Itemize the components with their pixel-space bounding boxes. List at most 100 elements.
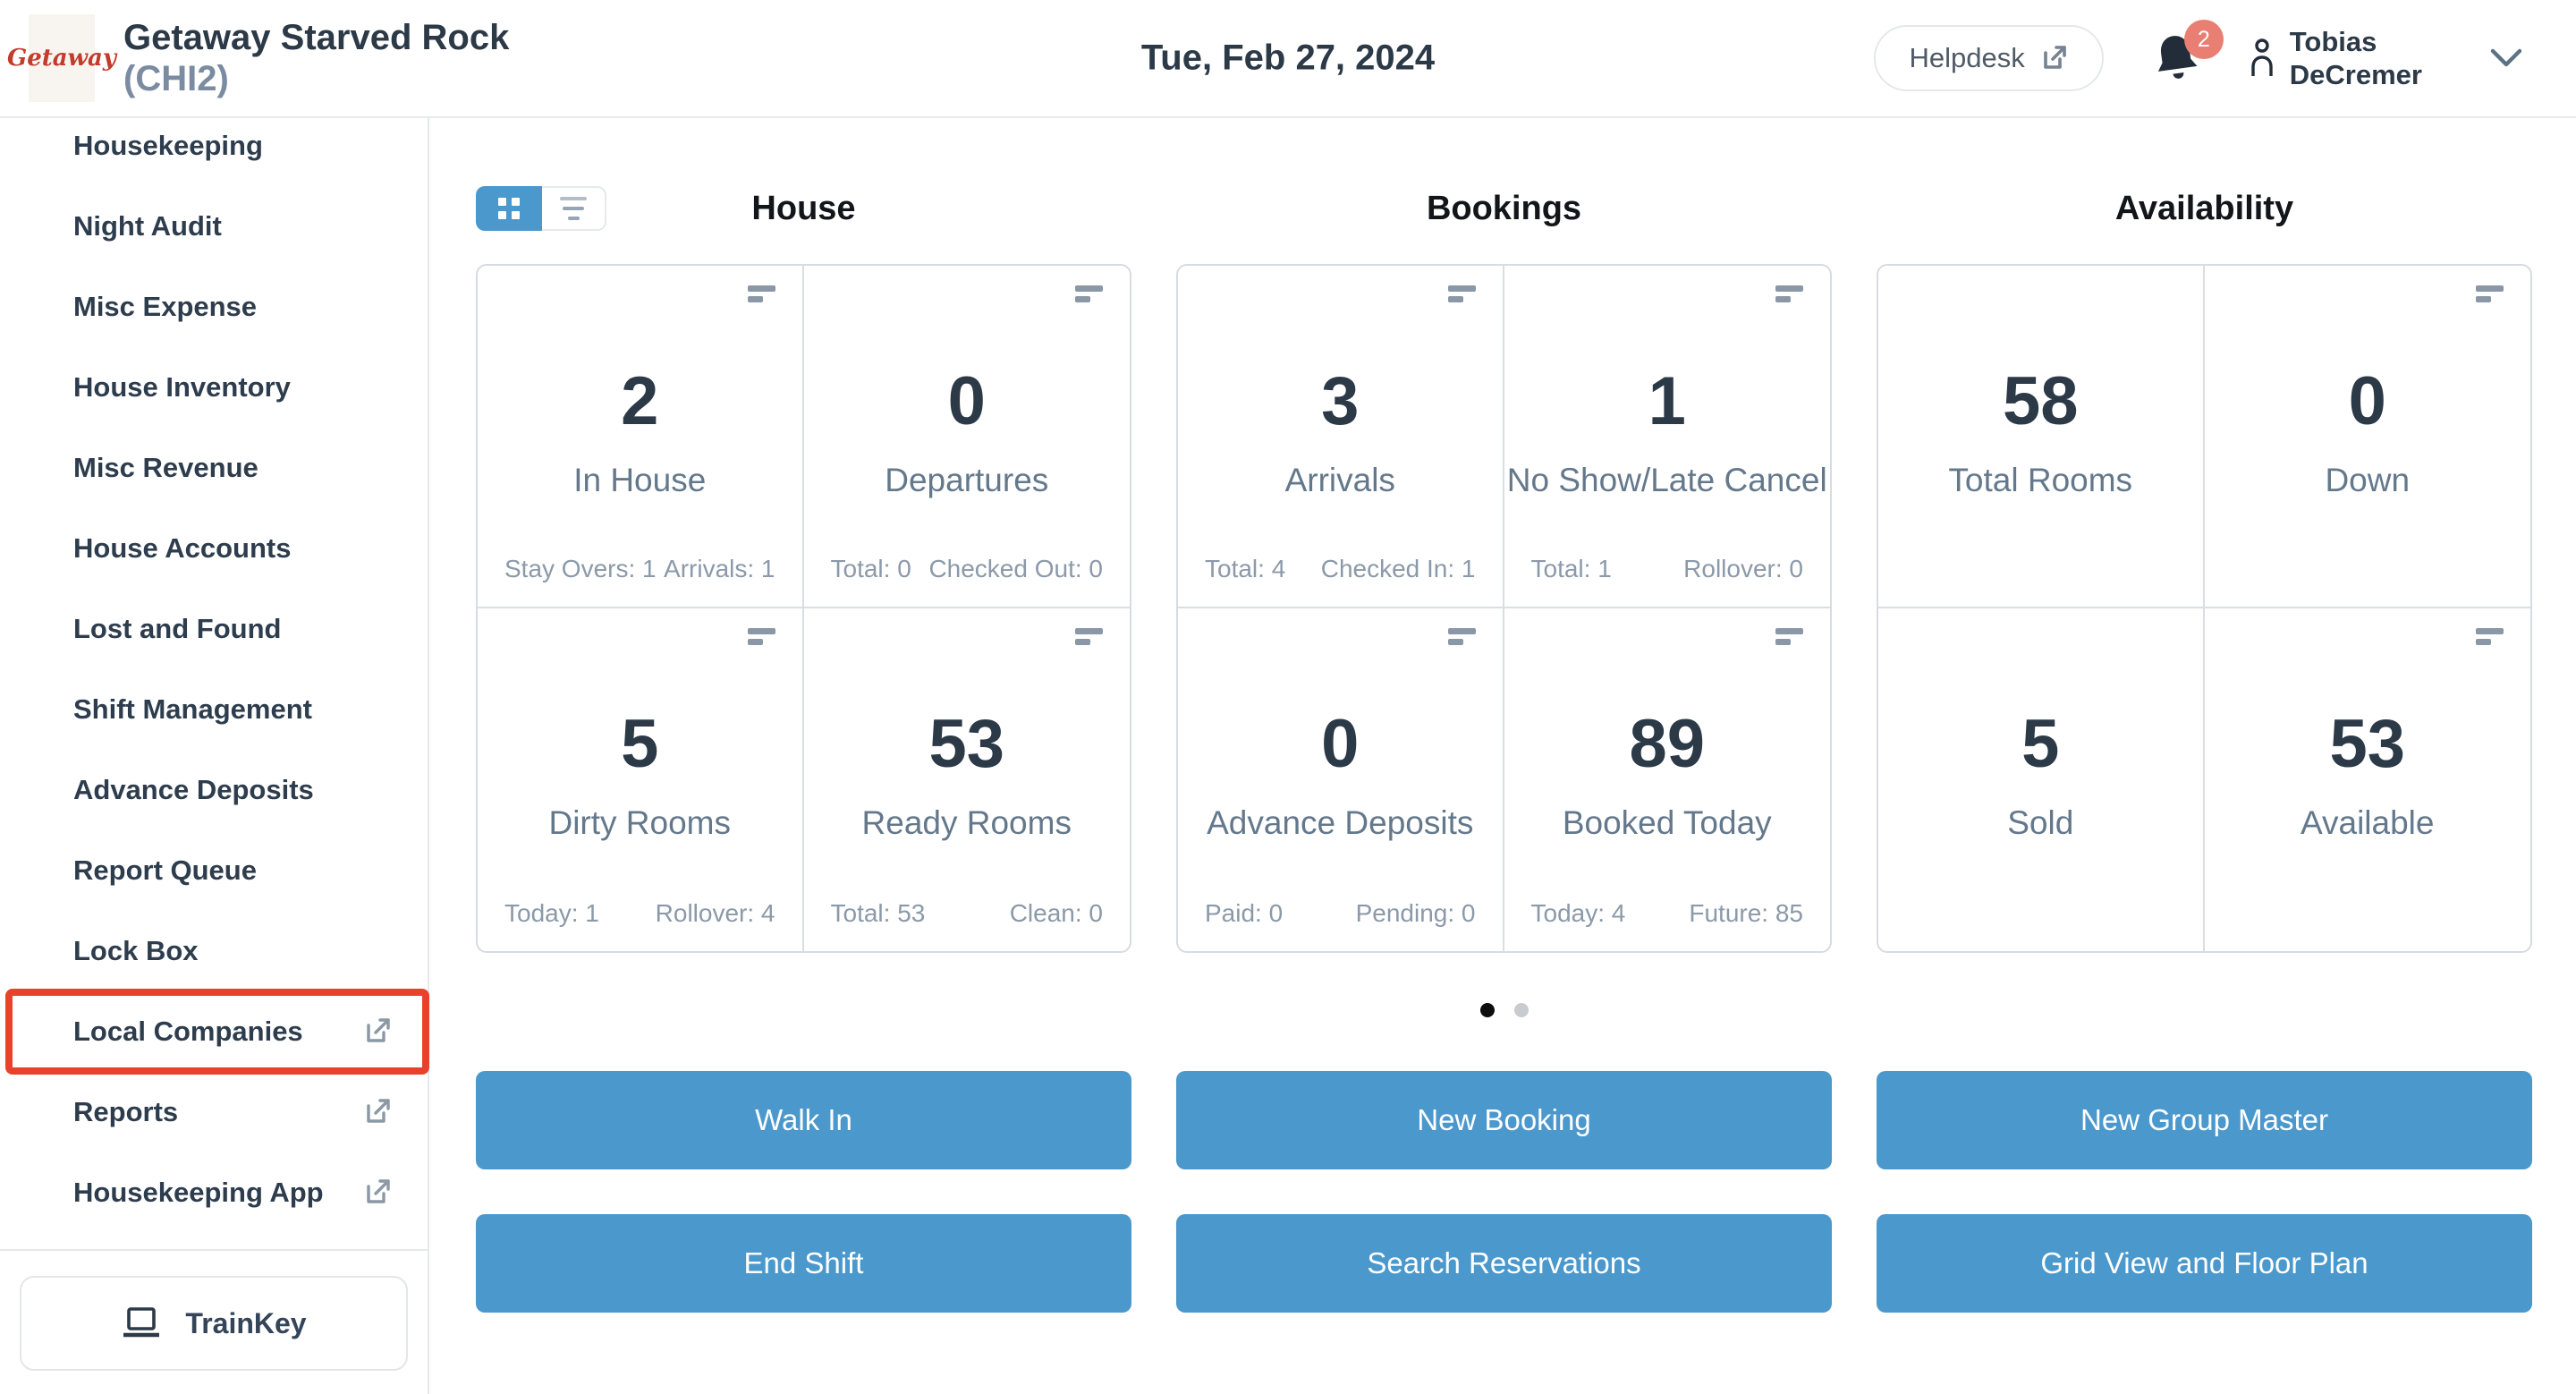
stat-details: Total: 53 Clean: 0 <box>831 899 1104 928</box>
sidebar-item-report-queue[interactable]: Report Queue <box>0 830 428 911</box>
sidebar-item-label: Night Audit <box>73 210 222 242</box>
section-title-house: House <box>751 190 856 227</box>
stat-value: 89 <box>1629 706 1706 782</box>
sidebar-item-house-inventory[interactable]: House Inventory <box>0 347 428 428</box>
stat-card-dirty-rooms: 5 Dirty Rooms Today: 1 Rollover: 4 <box>478 608 804 951</box>
user-last-name: DeCremer <box>2289 59 2422 90</box>
sidebar-item-night-audit[interactable]: Night Audit <box>0 186 428 267</box>
filter-icon[interactable] <box>747 628 775 645</box>
top-header: Getaway Getaway Starved Rock (CHI2) Tue,… <box>0 0 2576 118</box>
stat-card-arrivals: 3 Arrivals Total: 4 Checked In: 1 <box>1178 266 1504 608</box>
notifications-bell[interactable]: 2 <box>2152 20 2224 84</box>
stat-groups: 2 In House Stay Overs: 1 Arrivals: 1 0 D… <box>476 264 2532 953</box>
stat-value: 0 <box>1321 706 1360 782</box>
stat-details: Today: 1 Rollover: 4 <box>504 899 775 928</box>
stat-card-total-rooms: 58 Total Rooms <box>1878 266 2205 608</box>
filter-icon[interactable] <box>1075 285 1103 302</box>
sidebar-item-label: Reports <box>73 1096 179 1127</box>
sidebar-item-label: Misc Revenue <box>73 452 258 483</box>
view-toggle <box>476 186 606 231</box>
external-link-icon <box>363 1017 392 1046</box>
stat-label: Ready Rooms <box>861 804 1072 841</box>
trainkey-button[interactable]: TrainKey <box>20 1276 408 1371</box>
stat-left: Paid: 0 <box>1205 899 1284 927</box>
filter-icon[interactable] <box>1447 285 1476 302</box>
sidebar-item-label: Housekeeping App <box>73 1177 324 1208</box>
filter-icon[interactable] <box>1775 628 1803 645</box>
filter-icon[interactable] <box>1775 285 1803 302</box>
stat-label: Departures <box>885 462 1049 498</box>
walk-in-button[interactable]: Walk In <box>476 1071 1131 1169</box>
stat-value: 2 <box>621 363 659 439</box>
external-link-icon <box>2039 44 2068 72</box>
list-view-button[interactable] <box>542 186 606 231</box>
stat-value: 53 <box>928 706 1005 782</box>
stat-card-booked-today: 89 Booked Today Today: 4 Future: 85 <box>1504 608 1831 951</box>
sidebar-item-reports[interactable]: Reports <box>0 1072 428 1152</box>
sidebar-item-shift-management[interactable]: Shift Management <box>0 669 428 750</box>
stat-left: Total: 1 <box>1530 555 1612 582</box>
trainkey-label: TrainKey <box>185 1306 307 1339</box>
stat-card-departures: 0 Departures Total: 0 Checked Out: 0 <box>803 266 1130 608</box>
pagination-dot[interactable] <box>1513 1003 1529 1017</box>
sidebar-item-label: Advance Deposits <box>73 774 314 805</box>
stat-label: Down <box>2325 462 2411 498</box>
sidebar-item-lock-box[interactable]: Lock Box <box>0 911 428 991</box>
section-title-availability: Availability <box>2114 190 2294 227</box>
filter-icon[interactable] <box>1075 628 1103 645</box>
sidebar-item-label: Report Queue <box>73 854 257 886</box>
carousel-pagination <box>476 1003 2532 1017</box>
person-icon <box>2251 38 2273 76</box>
stat-details: Total: 4 Checked In: 1 <box>1205 555 1476 583</box>
stat-value: 5 <box>2021 706 2060 782</box>
filter-icon[interactable] <box>2476 285 2504 302</box>
new-booking-button[interactable]: New Booking <box>1176 1071 1832 1169</box>
grid-view-button[interactable] <box>476 186 542 231</box>
stat-left: Total: 0 <box>830 555 911 582</box>
stat-details: Stay Overs: 1 Arrivals: 1 <box>504 555 775 583</box>
stat-label: No Show/Late Cancel <box>1506 462 1827 498</box>
sidebar-item-label: House Inventory <box>73 371 291 403</box>
filter-icon[interactable] <box>747 285 775 302</box>
filter-icon[interactable] <box>2476 628 2504 645</box>
filter-icon[interactable] <box>1447 628 1476 645</box>
sidebar-item-housekeeping-app[interactable]: Housekeeping App <box>0 1152 428 1233</box>
sidebar-item-label: Housekeeping <box>73 130 263 161</box>
sidebar-item-local-companies[interactable]: Local Companies <box>0 989 429 1075</box>
property-name: Getaway Starved Rock <box>123 18 510 57</box>
stat-details: Today: 4 Future: 85 <box>1531 899 1804 928</box>
stat-right: Future: 85 <box>1689 899 1803 927</box>
stat-label: Booked Today <box>1562 804 1772 841</box>
section-title-bookings: Bookings <box>1426 190 1582 227</box>
sidebar-item-label: Shift Management <box>73 693 312 725</box>
sidebar-item-lost-and-found[interactable]: Lost and Found <box>0 589 428 669</box>
user-name: Tobias DeCremer <box>2290 25 2422 91</box>
new-group-master-button[interactable]: New Group Master <box>1877 1071 2532 1169</box>
user-first-name: Tobias <box>2289 26 2377 57</box>
chevron-down-icon[interactable] <box>2490 48 2522 68</box>
helpdesk-button[interactable]: Helpdesk <box>1873 25 2104 91</box>
stat-details: Paid: 0 Pending: 0 <box>1205 899 1476 928</box>
end-shift-button[interactable]: End Shift <box>476 1214 1131 1313</box>
stat-value: 53 <box>2329 706 2406 782</box>
grid-view-floor-plan-button[interactable]: Grid View and Floor Plan <box>1877 1214 2532 1313</box>
user-menu[interactable]: Tobias DeCremer <box>2249 25 2422 91</box>
sidebar-item-misc-expense[interactable]: Misc Expense <box>0 267 428 347</box>
brand-logo: Getaway <box>7 14 116 102</box>
stat-right: Rollover: 0 <box>1683 555 1803 582</box>
stat-card-sold: 5 Sold <box>1878 608 2205 951</box>
sidebar-item-misc-revenue[interactable]: Misc Revenue <box>0 428 428 508</box>
stat-left: Today: 1 <box>504 899 599 927</box>
stat-right: Arrivals: 1 <box>664 555 775 582</box>
stat-left: Today: 4 <box>1530 899 1626 927</box>
stat-label: In House <box>573 462 707 498</box>
stat-label: Arrivals <box>1284 462 1395 498</box>
sidebar-item-house-accounts[interactable]: House Accounts <box>0 508 428 589</box>
house-group: 2 In House Stay Overs: 1 Arrivals: 1 0 D… <box>476 264 1131 953</box>
sidebar-item-housekeeping[interactable]: Housekeeping <box>0 106 428 186</box>
pagination-dot-active[interactable] <box>1479 1003 1495 1017</box>
search-reservations-button[interactable]: Search Reservations <box>1176 1214 1832 1313</box>
sidebar-item-advance-deposits[interactable]: Advance Deposits <box>0 750 428 830</box>
sidebar-item-label: Lock Box <box>73 935 199 966</box>
stat-left: Total: 4 <box>1205 555 1286 582</box>
